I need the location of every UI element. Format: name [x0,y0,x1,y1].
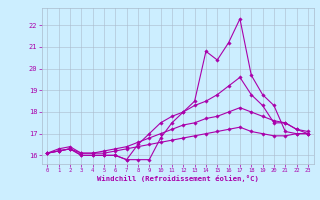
X-axis label: Windchill (Refroidissement éolien,°C): Windchill (Refroidissement éolien,°C) [97,175,259,182]
